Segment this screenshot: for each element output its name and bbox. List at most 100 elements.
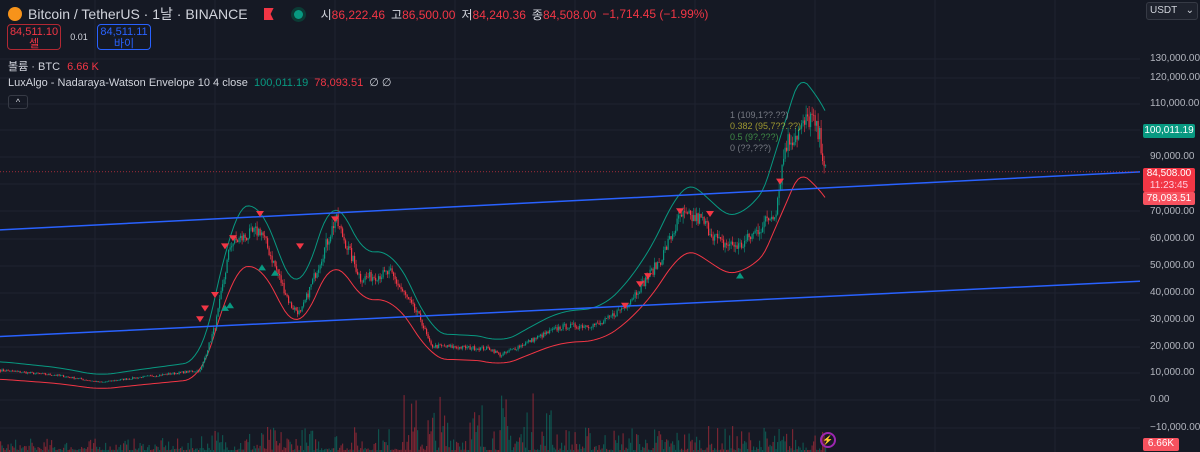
volume-bar	[225, 442, 227, 452]
sell-button[interactable]: 84,511.10 셀	[7, 24, 61, 50]
last-price-tag: 84,508.00 11:23:45	[1143, 168, 1195, 192]
volume-bar	[51, 440, 53, 452]
candle	[460, 346, 462, 349]
candle	[195, 371, 197, 373]
candle	[321, 261, 323, 266]
volume-bar	[513, 447, 515, 452]
candle	[748, 233, 750, 238]
indicator-extra-values: ∅ ∅	[369, 77, 392, 89]
tick-label: 50,000.00	[1150, 260, 1195, 271]
candle	[717, 233, 719, 239]
candle	[106, 381, 108, 382]
candle	[579, 325, 581, 329]
candle	[363, 280, 365, 283]
candle	[444, 345, 446, 347]
candle	[345, 240, 347, 249]
candle	[807, 114, 809, 117]
candle	[220, 290, 222, 299]
candle	[817, 121, 819, 140]
candle	[240, 235, 242, 239]
volume-bar	[373, 443, 375, 452]
candle	[747, 233, 749, 241]
candle	[118, 380, 120, 381]
volume-bar	[94, 438, 96, 452]
volume-bar	[453, 439, 455, 452]
volume-bar	[630, 442, 632, 452]
candle	[165, 373, 167, 375]
candle	[157, 376, 159, 377]
volume-bar	[628, 438, 630, 452]
candle	[13, 370, 15, 372]
candle	[507, 351, 509, 353]
candle	[376, 280, 378, 282]
volume-bar	[558, 449, 560, 452]
candle	[58, 374, 60, 376]
volume-bar	[760, 447, 762, 452]
volume-bar	[610, 449, 612, 452]
volume-bar	[54, 447, 56, 452]
candle	[196, 370, 198, 372]
volume-bar	[345, 449, 347, 452]
price-axis[interactable]: 130,000.00 120,000.00 110,000.00 90,000.…	[1140, 0, 1200, 452]
volume-bar	[154, 444, 156, 452]
candle	[297, 310, 299, 315]
volume-bar	[532, 393, 534, 452]
candle	[423, 325, 425, 329]
candle	[637, 293, 639, 295]
sell-signal-icon	[196, 316, 204, 323]
indicator-legend[interactable]: LuxAlgo - Nadaraya-Watson Envelope 10 4 …	[8, 76, 392, 89]
volume-bar	[411, 403, 413, 452]
candle	[555, 327, 557, 328]
candle	[70, 377, 72, 379]
volume-bar	[141, 445, 143, 452]
candle	[522, 344, 524, 346]
volume-bar	[357, 445, 359, 452]
candle	[492, 349, 494, 351]
lightning-event-icon[interactable]: ⚡	[820, 432, 836, 448]
volume-bar	[816, 449, 818, 452]
candle	[540, 334, 542, 336]
candle	[550, 329, 552, 331]
candle	[121, 378, 123, 380]
candle	[162, 374, 164, 376]
volume-value: 6.66 K	[67, 61, 99, 73]
volume-bar	[448, 447, 450, 452]
volume-bar	[522, 442, 524, 452]
price-chart[interactable]	[0, 0, 1140, 452]
candle	[646, 277, 648, 280]
volume-bar	[592, 449, 594, 452]
candle	[333, 226, 335, 229]
candle	[486, 346, 488, 350]
volume-bar	[738, 448, 740, 452]
volume-bar	[619, 449, 621, 452]
volume-bar	[304, 428, 306, 452]
candle	[22, 371, 24, 373]
candle	[687, 212, 689, 214]
candle	[786, 147, 788, 151]
candle	[787, 134, 789, 151]
candle	[408, 297, 410, 299]
volume-bar	[445, 446, 447, 452]
candle	[405, 291, 407, 295]
volume-bar	[802, 442, 804, 452]
volume-legend[interactable]: 볼륨 · BTC 6.66 K	[8, 58, 99, 74]
volume-bar	[213, 449, 215, 452]
candle	[190, 370, 192, 372]
candle	[33, 372, 35, 375]
buy-button[interactable]: 84,511.11 바이	[97, 24, 151, 50]
candle	[409, 298, 411, 300]
candle	[675, 230, 677, 234]
candle	[136, 377, 138, 379]
flag-icon[interactable]	[263, 8, 274, 20]
candle	[562, 324, 564, 330]
candle	[127, 378, 129, 380]
volume-bar	[27, 449, 29, 452]
volume-bar	[165, 445, 167, 452]
currency-select[interactable]: USDT ⌄	[1146, 2, 1198, 20]
candle	[670, 236, 672, 240]
symbol-title[interactable]: Bitcoin / TetherUS · 1날 · BINANCE	[28, 6, 248, 22]
collapse-legend-button[interactable]: ^	[8, 95, 28, 109]
volume-bar	[207, 443, 209, 452]
volume-bar	[508, 439, 510, 452]
candle	[510, 349, 512, 351]
